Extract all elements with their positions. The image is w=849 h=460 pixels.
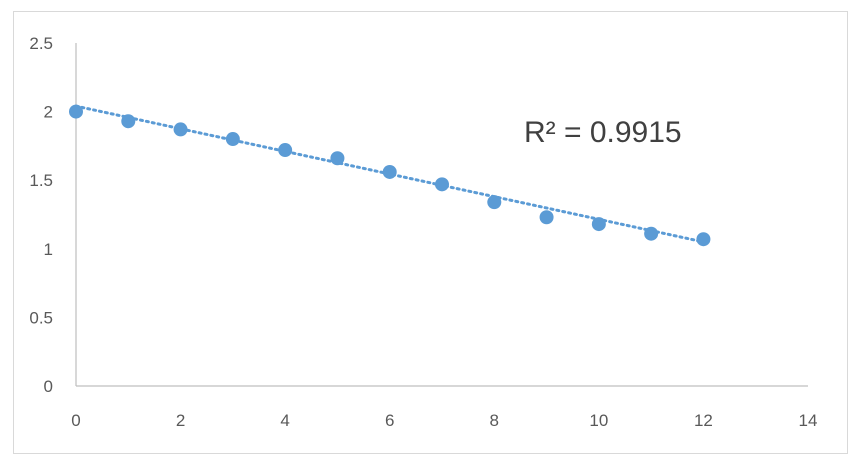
y-tick-label: 2 xyxy=(44,103,53,122)
data-point xyxy=(330,151,345,166)
x-tick-label: 6 xyxy=(385,411,394,430)
y-tick-label: 1 xyxy=(44,240,53,259)
data-point xyxy=(225,132,240,147)
data-point xyxy=(696,232,711,247)
data-point xyxy=(539,210,554,225)
x-tick-label: 0 xyxy=(71,411,80,430)
data-point xyxy=(173,122,188,137)
y-tick-label: 0.5 xyxy=(29,308,53,327)
x-tick-label: 2 xyxy=(176,411,185,430)
chart-border xyxy=(13,11,848,454)
data-points xyxy=(69,104,711,247)
data-point xyxy=(278,143,293,158)
data-point xyxy=(591,217,606,232)
axes xyxy=(13,11,848,454)
tick-labels: 0 2 4 6 8 10 12 14 0 0.5 1 1.5 2 2.5 xyxy=(29,34,817,430)
data-point xyxy=(69,104,83,119)
data-point xyxy=(435,177,449,192)
x-tick-label: 8 xyxy=(490,411,499,430)
x-tick-label: 10 xyxy=(589,411,608,430)
r-squared-annotation: R² = 0.9915 xyxy=(524,116,682,149)
data-point xyxy=(382,164,397,179)
x-tick-label: 12 xyxy=(694,411,713,430)
x-tick-label: 14 xyxy=(799,411,818,430)
y-tick-label: 1.5 xyxy=(29,171,53,190)
y-tick-label: 2.5 xyxy=(29,34,53,53)
data-point xyxy=(121,114,136,129)
x-tick-label: 4 xyxy=(280,411,289,430)
data-point xyxy=(644,226,659,241)
y-tick-label: 0 xyxy=(44,377,53,396)
data-point xyxy=(487,195,502,210)
